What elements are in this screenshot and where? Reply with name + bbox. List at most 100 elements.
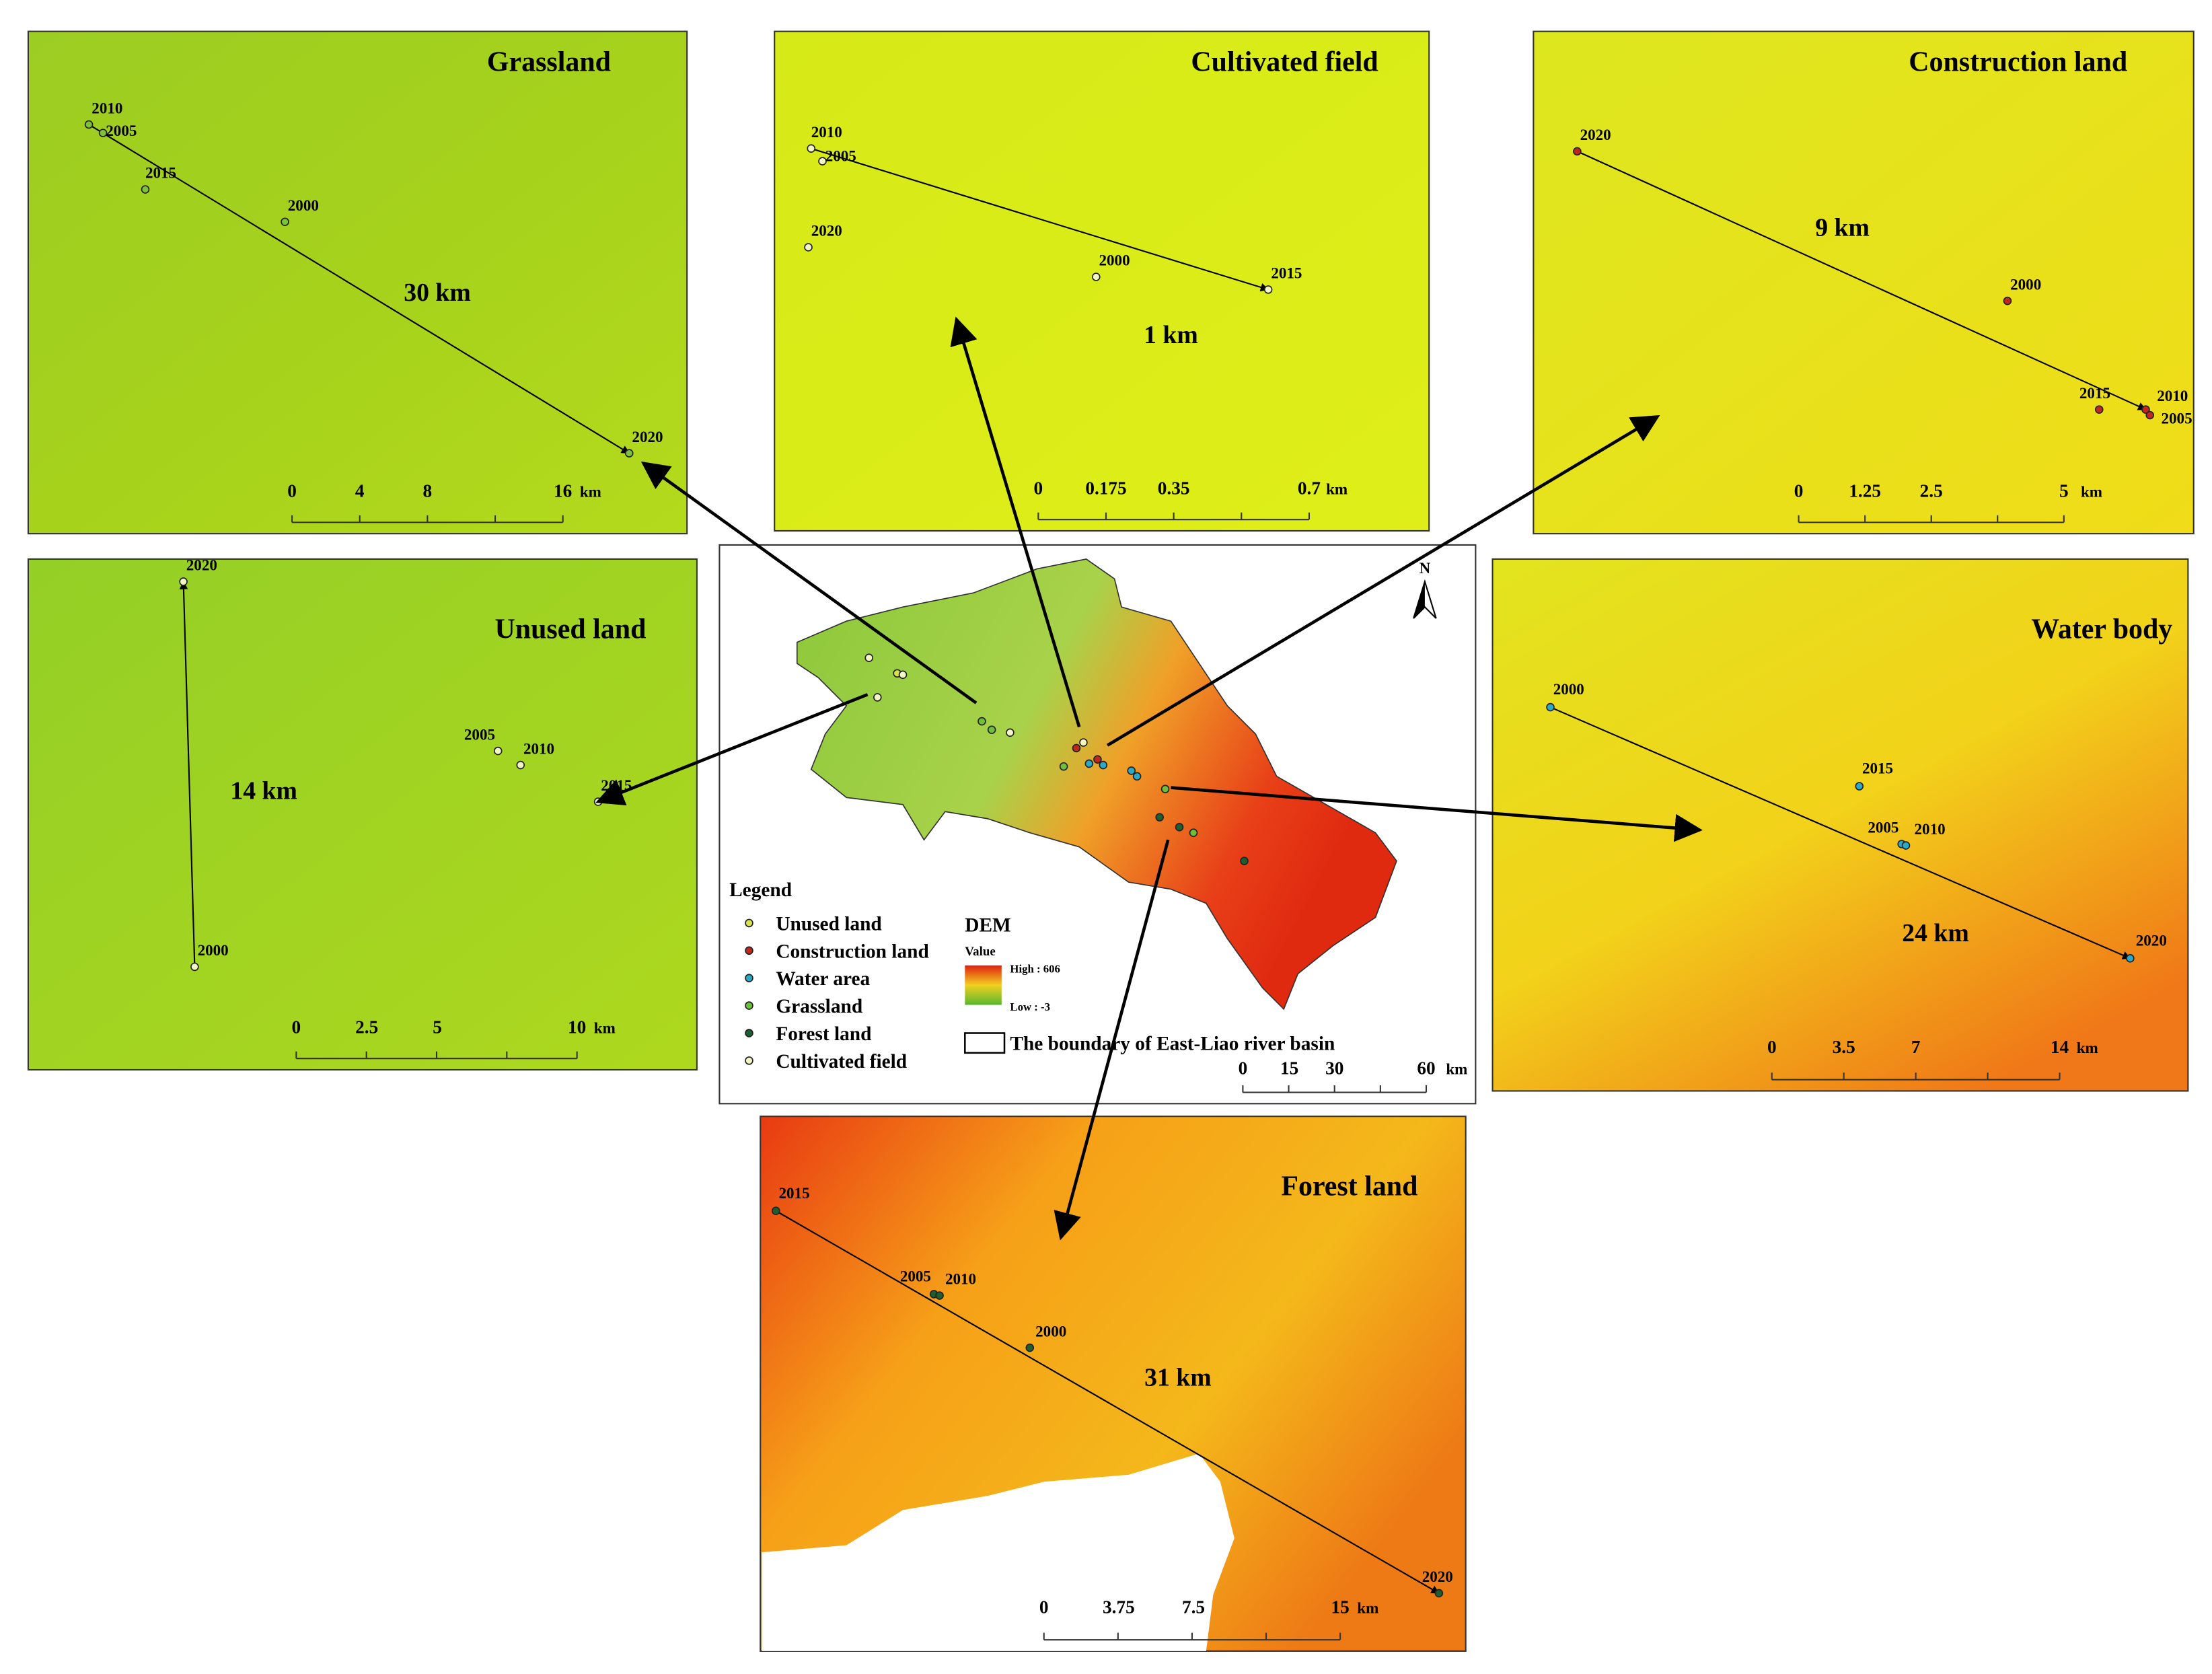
year-label: 2010 [2157,387,2188,404]
scale-label: 15 [1280,1058,1298,1078]
centroid-point [935,1291,944,1300]
year-label: 2010 [945,1270,976,1288]
year-label: 2020 [186,556,217,574]
centroid-point [281,217,289,227]
centroid-point [2145,410,2155,420]
dem-title: DEM [965,914,1010,936]
overview-point [1093,755,1102,764]
year-label: 2000 [198,941,229,959]
overview-point [1175,823,1184,832]
scale-label: 60 [1417,1058,1435,1078]
scale-unit: km [1357,1599,1378,1616]
overview-point [987,725,996,734]
scale-label: 0.35 [1158,478,1190,498]
legend-label: Grassland [776,996,862,1017]
link-arrow [640,461,978,704]
scale-label: 2.5 [1920,481,1943,501]
no-data-area [762,1453,1234,1651]
inset-panel: Forest land 31 km 2015 2005 2010 2000 2020 0 3.7… [760,1116,1467,1652]
scale-label: 1.25 [1849,481,1881,501]
year-label: 2020 [1422,1568,1453,1585]
shift-distance: 1 km [1144,321,1198,349]
shift-arrow [179,581,196,967]
centroid-point [179,577,188,586]
legend-label: Water area [776,968,870,990]
year-label: 2020 [632,428,663,445]
centroid-point [493,746,503,756]
scale-unit: km [1326,480,1348,497]
year-label: 2005 [464,725,495,743]
legend-label: Forest land [776,1023,871,1045]
inset-title: Unused land [495,614,647,645]
legend-marker [745,1001,753,1010]
scale-unit: km [580,483,601,501]
overview-point [1240,857,1249,865]
legend-title: Legend [729,879,792,901]
inset-title: Construction land [1909,46,2127,77]
scale-label: 30 [1325,1058,1343,1078]
year-label: 2010 [1915,820,1946,838]
year-label: 2020 [2136,931,2167,949]
scale-label: 5 [433,1017,442,1037]
shift-distance: 31 km [1144,1364,1212,1392]
scale-label: 0.7 [1298,478,1321,498]
shift-distance: 9 km [1815,214,1870,242]
river-basin [796,558,1397,1011]
legend-marker [745,918,753,928]
inset-title: Water body [2031,614,2172,645]
centroid-point [98,129,108,137]
year-label: 2000 [2010,275,2041,293]
shift-arrow [1550,706,2131,959]
centroid-point [1025,1343,1035,1352]
centroid-point [84,120,94,129]
shift-arrow [775,1210,1440,1594]
year-label: 2000 [1035,1322,1066,1340]
scale-unit: km [2081,483,2102,501]
overview-point [1006,728,1015,737]
centroid-point [2094,405,2104,414]
overview-point [1059,762,1068,771]
centroid-point [1263,285,1273,294]
link-arrow [1106,414,1660,747]
inset-background [1533,30,2195,535]
centroid-point [818,157,827,166]
year-label: 2005 [2162,410,2192,427]
overview-point [898,670,908,680]
scale-label: 0 [287,481,297,501]
overview-map: N Legend Unused land Construction land Water… [718,544,1477,1105]
overview-point [864,653,874,662]
inset-panel: Water body 24 km 2000 2015 2005 2010 2020 0 3.5 7… [1491,558,2189,1092]
inset-panel: Cultivated field 1 km 2010 2005 2020 2000 2015… [774,30,1430,532]
year-label: 2015 [1271,264,1302,282]
link-arrow [950,316,1081,728]
legend-label: Cultivated field [776,1051,907,1072]
shift-distance: 30 km [404,279,471,307]
inset-background [27,30,688,535]
centroid-point [1855,782,1864,791]
overview-point [1132,772,1142,781]
overview-point [1099,760,1108,770]
year-label: 2005 [900,1268,931,1285]
year-label: 2015 [779,1184,810,1202]
year-label: 2005 [825,147,856,165]
year-label: 2015 [145,164,176,182]
overview-point [1079,738,1088,747]
link-arrow [1054,839,1170,1241]
scale-label: 5 [2059,481,2069,501]
north-label: N [1420,559,1431,577]
boundary-label: The boundary of East-Liao river basin [1010,1033,1335,1055]
dem-value: Value [965,945,995,959]
overview-point [1155,813,1164,822]
year-label: 2000 [1099,252,1130,269]
shift-distance: 24 km [1902,919,1969,947]
inset-background [27,558,698,1071]
scale-label: 3.5 [1833,1037,1855,1057]
year-label: 2005 [1868,819,1898,836]
inset-background [774,30,1430,532]
scale-label: 14 [2051,1037,2069,1057]
centroid-point [2126,954,2135,963]
year-label: 2005 [106,122,137,139]
